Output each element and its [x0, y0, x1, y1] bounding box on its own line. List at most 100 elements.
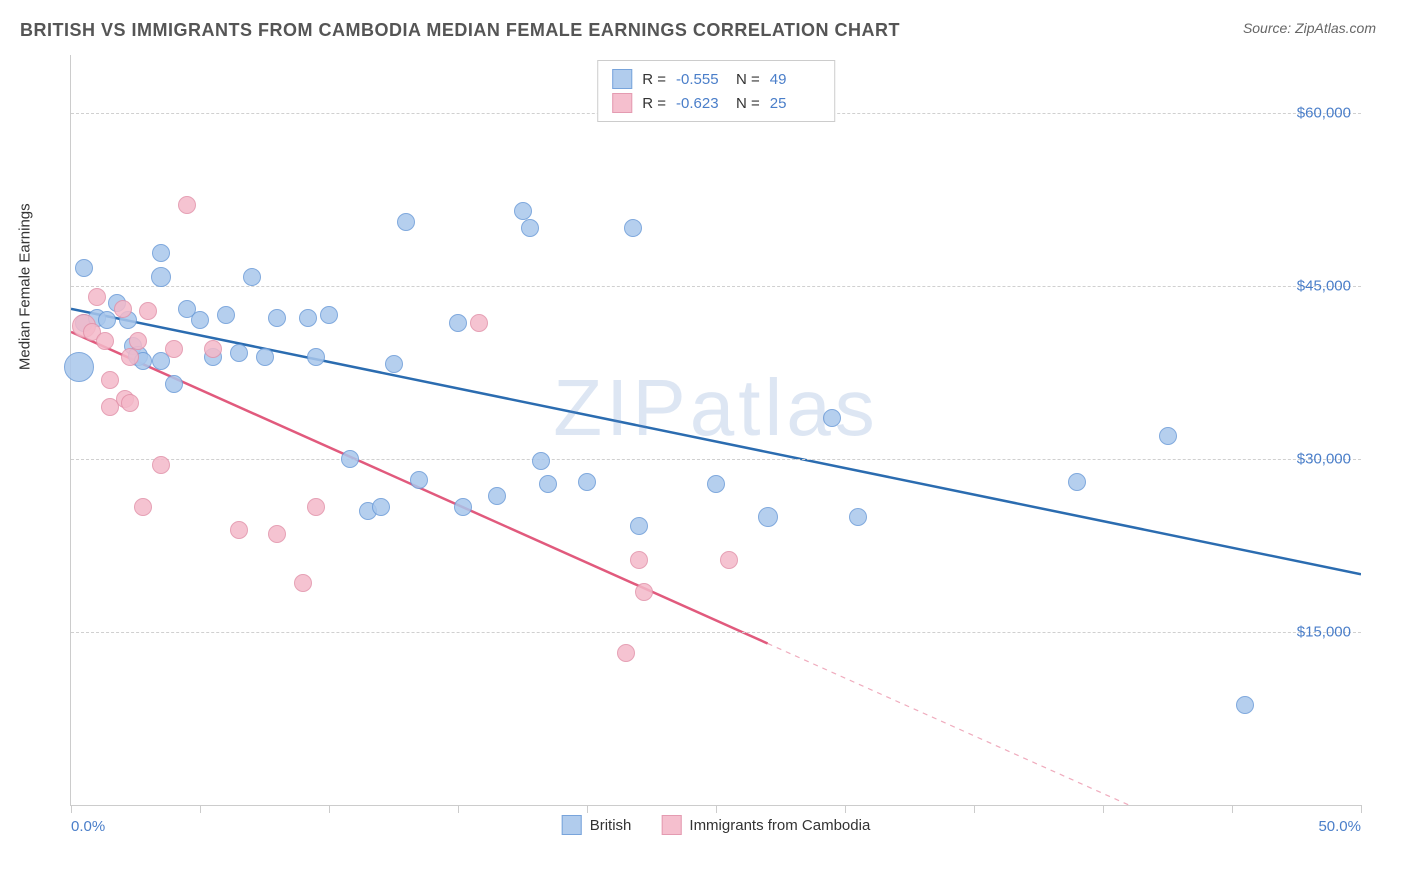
y-tick-label: $60,000: [1297, 104, 1351, 121]
data-point[interactable]: [230, 521, 248, 539]
swatch-british: [612, 69, 632, 89]
data-point[interactable]: [1159, 427, 1177, 445]
data-point[interactable]: [75, 259, 93, 277]
x-tick: [1361, 805, 1362, 813]
data-point[interactable]: [217, 306, 235, 324]
source-label: Source: ZipAtlas.com: [1243, 20, 1376, 36]
r-value-cambodia: -0.623: [676, 95, 726, 112]
data-point[interactable]: [178, 196, 196, 214]
plot-area: ZIPatlas R = -0.555 N = 49 R = -0.623 N …: [70, 55, 1361, 806]
data-point[interactable]: [129, 332, 147, 350]
data-point[interactable]: [256, 348, 274, 366]
y-tick-label: $30,000: [1297, 450, 1351, 467]
x-tick: [1103, 805, 1104, 813]
x-tick: [329, 805, 330, 813]
x-tick: [71, 805, 72, 813]
data-point[interactable]: [397, 213, 415, 231]
data-point[interactable]: [152, 244, 170, 262]
chart-container: Median Female Earnings ZIPatlas R = -0.5…: [50, 55, 1380, 835]
data-point[interactable]: [630, 517, 648, 535]
x-tick: [716, 805, 717, 813]
chart-title: BRITISH VS IMMIGRANTS FROM CAMBODIA MEDI…: [20, 20, 900, 41]
data-point[interactable]: [617, 644, 635, 662]
data-point[interactable]: [539, 475, 557, 493]
n-label: N =: [736, 71, 760, 88]
grid-line: [71, 632, 1361, 633]
data-point[interactable]: [64, 352, 94, 382]
data-point[interactable]: [823, 409, 841, 427]
data-point[interactable]: [1236, 696, 1254, 714]
data-point[interactable]: [341, 450, 359, 468]
series-legend: British Immigrants from Cambodia: [562, 815, 871, 835]
data-point[interactable]: [121, 348, 139, 366]
data-point[interactable]: [204, 340, 222, 358]
legend-item-british: British: [562, 815, 632, 835]
correlation-row-cambodia: R = -0.623 N = 25: [612, 91, 820, 115]
data-point[interactable]: [454, 498, 472, 516]
data-point[interactable]: [98, 311, 116, 329]
x-axis-max-label: 50.0%: [1318, 818, 1361, 835]
legend-label-british: British: [590, 817, 632, 834]
x-tick: [974, 805, 975, 813]
data-point[interactable]: [307, 348, 325, 366]
legend-item-cambodia: Immigrants from Cambodia: [661, 815, 870, 835]
swatch-cambodia: [661, 815, 681, 835]
data-point[interactable]: [243, 268, 261, 286]
data-point[interactable]: [1068, 473, 1086, 491]
swatch-cambodia: [612, 93, 632, 113]
data-point[interactable]: [151, 267, 171, 287]
data-point[interactable]: [372, 498, 390, 516]
data-point[interactable]: [449, 314, 467, 332]
data-point[interactable]: [114, 300, 132, 318]
data-point[interactable]: [96, 332, 114, 350]
data-point[interactable]: [139, 302, 157, 320]
data-point[interactable]: [720, 551, 738, 569]
data-point[interactable]: [630, 551, 648, 569]
y-axis-label: Median Female Earnings: [17, 203, 34, 370]
data-point[interactable]: [521, 219, 539, 237]
data-point[interactable]: [191, 311, 209, 329]
data-point[interactable]: [165, 340, 183, 358]
x-axis-min-label: 0.0%: [71, 818, 105, 835]
data-point[interactable]: [165, 375, 183, 393]
legend-label-cambodia: Immigrants from Cambodia: [689, 817, 870, 834]
data-point[interactable]: [488, 487, 506, 505]
data-point[interactable]: [294, 574, 312, 592]
x-tick: [458, 805, 459, 813]
y-tick-label: $45,000: [1297, 277, 1351, 294]
data-point[interactable]: [707, 475, 725, 493]
trend-line-extrapolated: [768, 643, 1284, 805]
data-point[interactable]: [299, 309, 317, 327]
data-point[interactable]: [88, 288, 106, 306]
r-value-british: -0.555: [676, 71, 726, 88]
data-point[interactable]: [152, 456, 170, 474]
data-point[interactable]: [410, 471, 428, 489]
grid-line: [71, 286, 1361, 287]
data-point[interactable]: [635, 583, 653, 601]
n-value-cambodia: 25: [770, 95, 820, 112]
x-tick: [587, 805, 588, 813]
data-point[interactable]: [307, 498, 325, 516]
data-point[interactable]: [470, 314, 488, 332]
data-point[interactable]: [532, 452, 550, 470]
data-point[interactable]: [578, 473, 596, 491]
data-point[interactable]: [514, 202, 532, 220]
data-point[interactable]: [134, 498, 152, 516]
x-tick: [845, 805, 846, 813]
data-point[interactable]: [121, 394, 139, 412]
data-point[interactable]: [101, 371, 119, 389]
data-point[interactable]: [624, 219, 642, 237]
data-point[interactable]: [320, 306, 338, 324]
correlation-row-british: R = -0.555 N = 49: [612, 67, 820, 91]
data-point[interactable]: [758, 507, 778, 527]
r-label: R =: [642, 95, 666, 112]
data-point[interactable]: [268, 525, 286, 543]
data-point[interactable]: [230, 344, 248, 362]
data-point[interactable]: [385, 355, 403, 373]
data-point[interactable]: [849, 508, 867, 526]
n-label: N =: [736, 95, 760, 112]
data-point[interactable]: [268, 309, 286, 327]
correlation-legend: R = -0.555 N = 49 R = -0.623 N = 25: [597, 60, 835, 122]
x-tick: [200, 805, 201, 813]
swatch-british: [562, 815, 582, 835]
